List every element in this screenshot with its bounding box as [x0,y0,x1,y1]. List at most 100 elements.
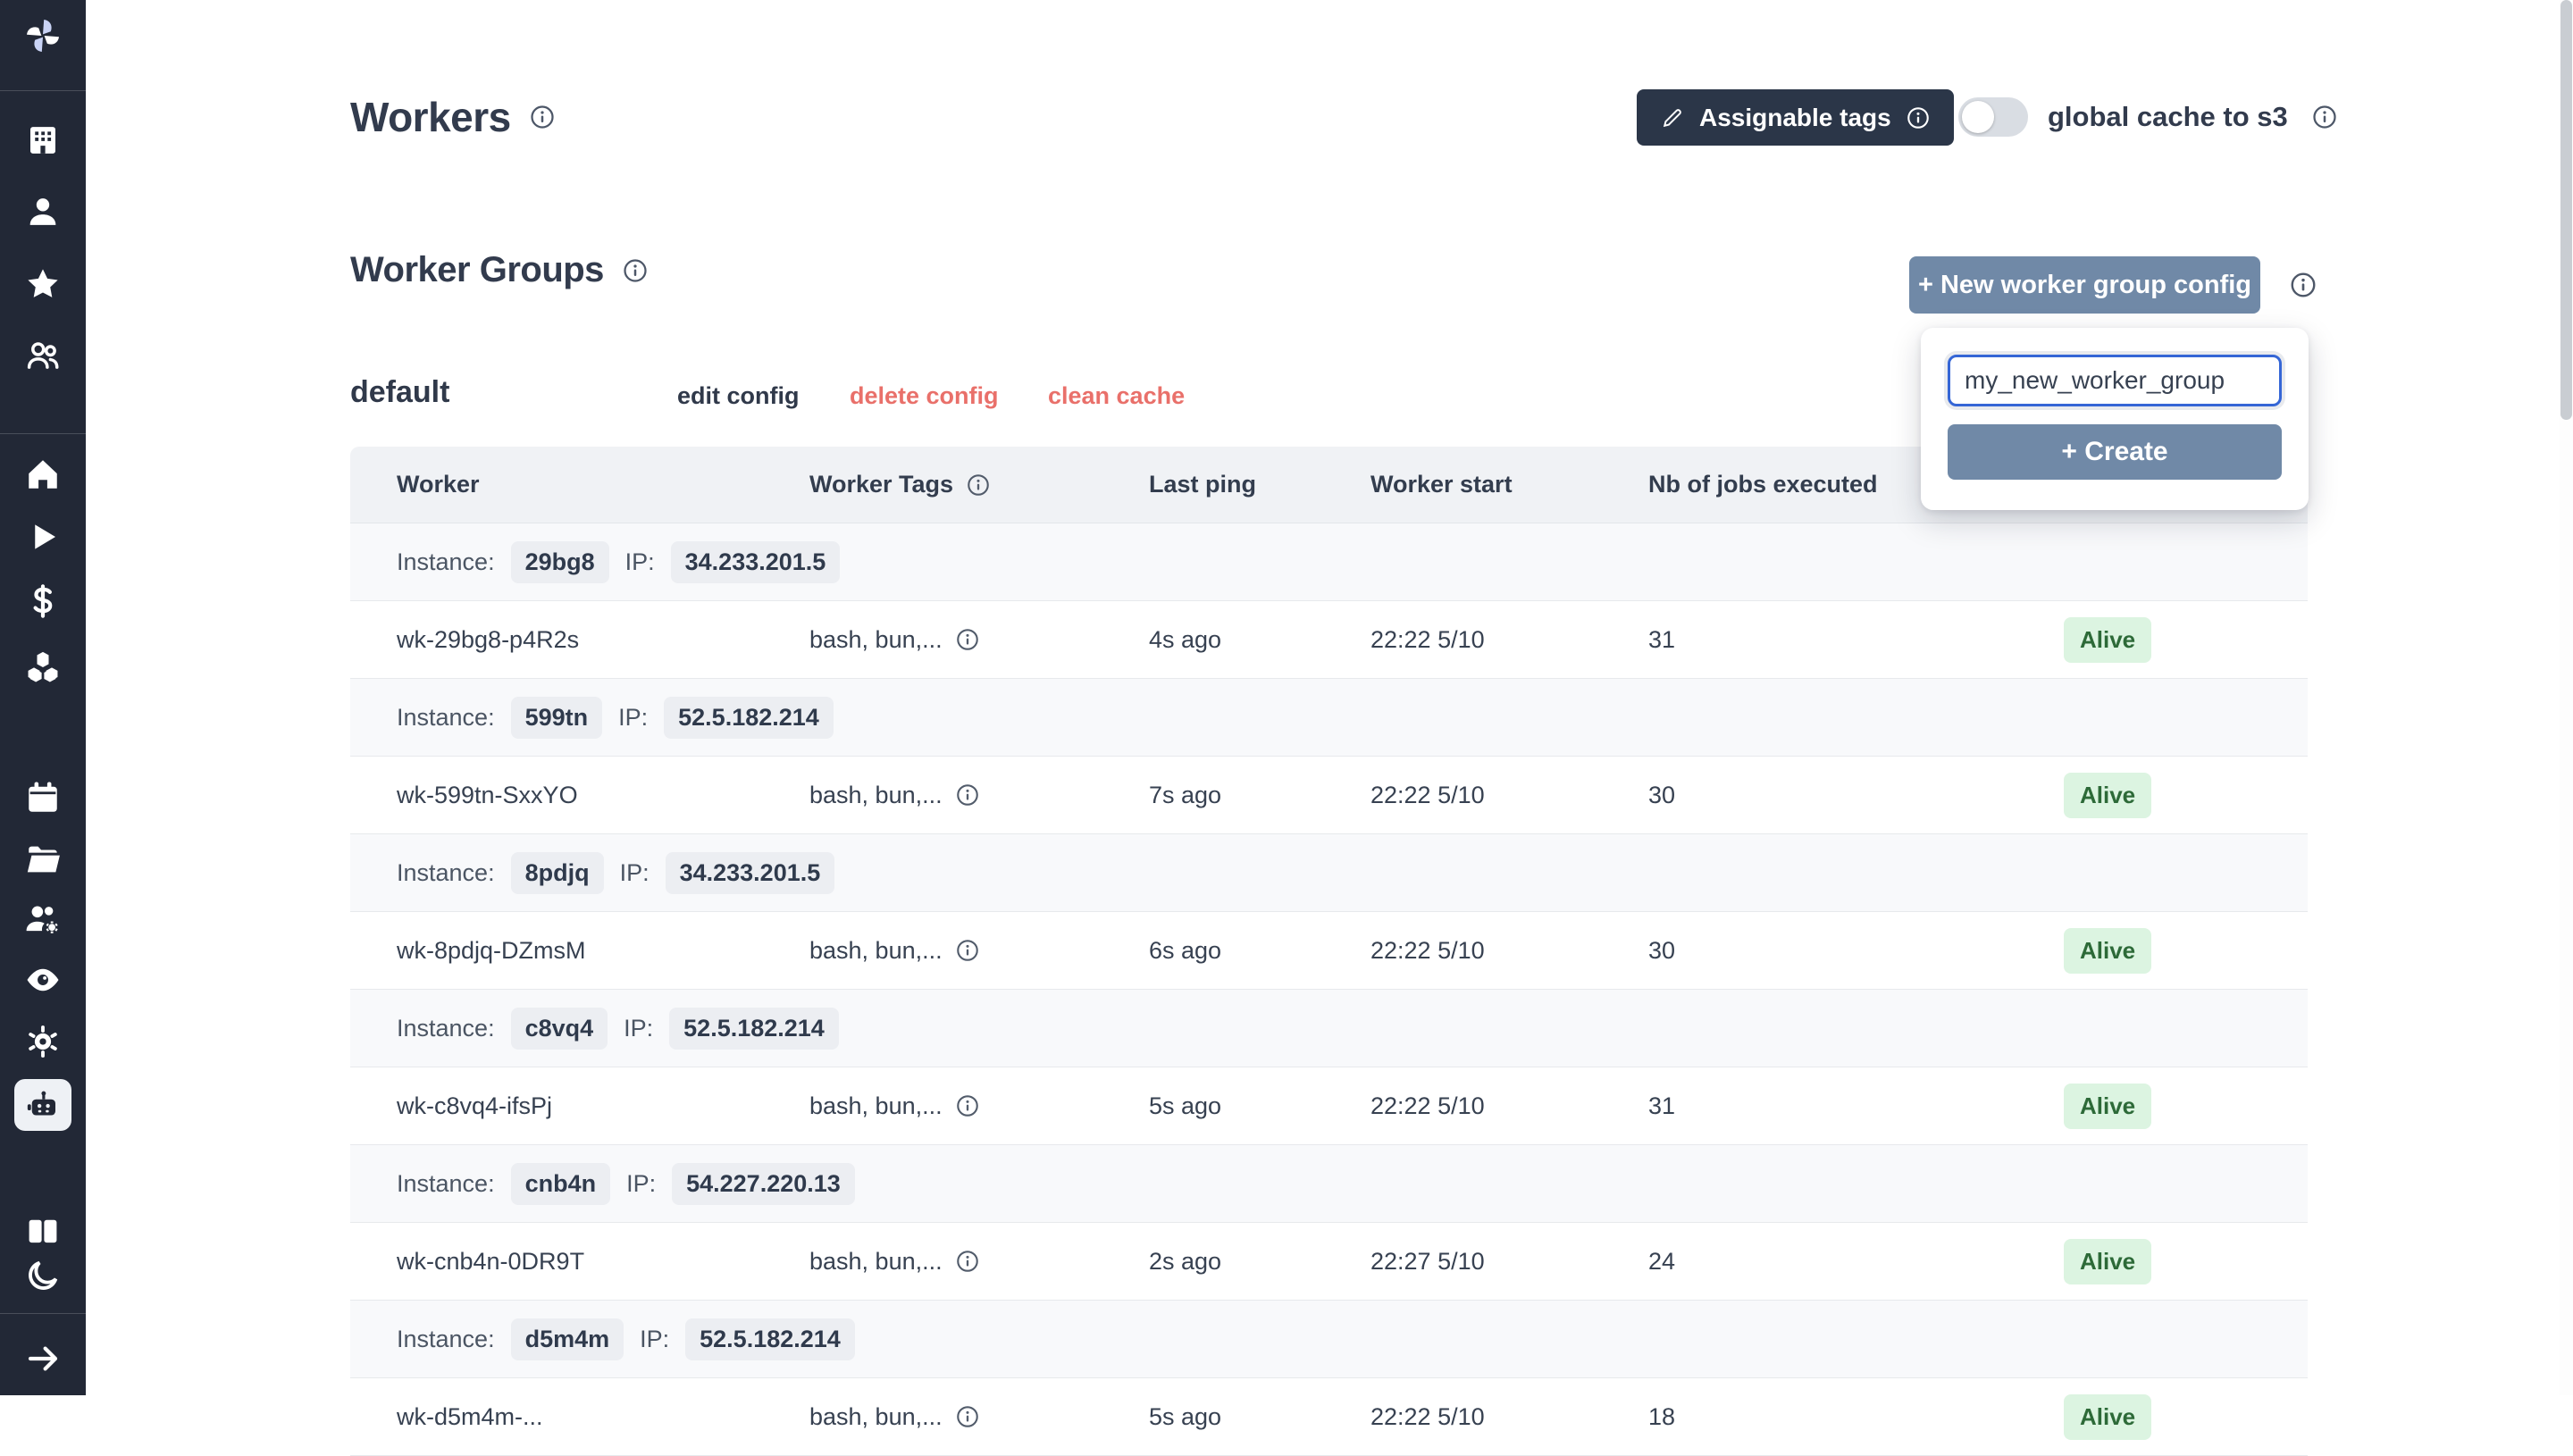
worker-tags-text: bash, bun,... [809,781,943,808]
eye-icon[interactable] [21,958,64,1001]
info-icon [1907,106,1929,129]
instance-label: Instance: [397,703,495,731]
robot-icon [27,1091,55,1116]
col-worker: Worker [397,471,480,498]
create-button[interactable]: + Create [1948,424,2282,480]
status-badge: Alive [2064,1083,2152,1129]
windmill-logo-icon[interactable] [21,14,64,57]
worker-tags: bash, bun,... [809,601,980,678]
assignable-tags-button[interactable]: Assignable tags [1637,89,1954,146]
info-icon[interactable] [955,1249,980,1274]
star-icon[interactable] [21,263,64,305]
sidebar-item-workers-active[interactable] [14,1079,71,1131]
instance-ip-pill: 52.5.182.214 [685,1318,855,1360]
info-icon[interactable] [622,257,649,284]
instance-label: Instance: [397,1325,495,1352]
worker-row: wk-8pdjq-DZmsM bash, bun,... 6s ago 22:2… [350,912,2308,990]
info-icon[interactable] [955,627,980,652]
worker-start: 22:27 5/10 [1370,1247,1485,1275]
folder-open-icon[interactable] [21,838,64,881]
instance-ip-pill: 34.233.201.5 [670,540,841,583]
worker-jobs: 31 [1648,1092,1676,1119]
ip-label: IP: [624,1014,654,1042]
users-icon[interactable] [21,334,64,377]
arrow-right-icon[interactable] [21,1337,64,1380]
main-content: Workers Assignable tags global cache to … [86,0,2573,1456]
instance-id-pill: cnb4n [510,1162,611,1205]
worker-last-ping: 2s ago [1149,1247,1222,1275]
play-icon[interactable] [21,515,64,558]
worker-last-ping: 5s ago [1149,1092,1222,1119]
worker-jobs: 31 [1648,625,1676,653]
worker-tags: bash, bun,... [809,1223,980,1300]
worker-start: 22:22 5/10 [1370,936,1485,964]
info-icon[interactable] [2289,271,2317,299]
status-badge: Alive [2064,772,2152,818]
info-icon[interactable] [955,1093,980,1118]
scrollbar-thumb[interactable] [2560,0,2572,420]
worker-name: wk-8pdjq-DZmsM [397,936,586,964]
worker-jobs: 30 [1648,781,1676,808]
worker-row: wk-29bg8-p4R2s bash, bun,... 4s ago 22:2… [350,601,2308,679]
new-worker-group-config-button[interactable]: + New worker group config [1909,256,2260,314]
col-jobs-executed: Nb of jobs executed [1648,471,1878,498]
ip-label: IP: [626,1169,657,1197]
worker-last-ping: 4s ago [1149,625,1222,653]
instance-id-pill: c8vq4 [510,1007,608,1050]
user-icon[interactable] [21,190,64,233]
info-icon[interactable] [955,1404,980,1429]
worker-start: 22:22 5/10 [1370,625,1485,653]
instance-id-pill: 29bg8 [510,540,609,583]
instance-row: Instance: d5m4m IP: 52.5.182.214 [350,1301,2308,1378]
home-icon[interactable] [21,453,64,496]
calendar-icon[interactable] [21,776,64,819]
moon-icon[interactable] [21,1254,64,1297]
info-icon[interactable] [529,104,556,130]
instance-ip-pill: 54.227.220.13 [672,1162,855,1205]
col-worker-start: Worker start [1370,471,1513,498]
clean-cache-button[interactable]: clean cache [1048,382,1186,409]
book-columns-icon[interactable] [21,1209,64,1252]
worker-jobs: 24 [1648,1247,1676,1275]
instance-id-pill: 599tn [510,696,603,739]
worker-row: wk-599tn-SxxYO bash, bun,... 7s ago 22:2… [350,757,2308,834]
worker-tags: bash, bun,... [809,912,980,989]
global-cache-label: global cache to s3 [2048,101,2288,132]
instance-id-pill: d5m4m [510,1318,624,1360]
worker-group-name: default [350,375,450,409]
instance-label: Instance: [397,1169,495,1197]
info-icon[interactable] [2311,104,2338,130]
worker-group-name-input[interactable] [1948,355,2282,406]
info-icon[interactable] [966,473,991,498]
worker-start: 22:22 5/10 [1370,781,1485,808]
status-badge: Alive [2064,616,2152,663]
page-scrollbar[interactable] [2560,0,2573,1395]
global-cache-toggle[interactable] [1958,97,2028,137]
worker-name: wk-cnb4n-0DR9T [397,1247,585,1275]
gear-icon[interactable] [21,1020,64,1063]
users-gear-icon[interactable] [21,898,64,941]
worker-last-ping: 7s ago [1149,781,1222,808]
instance-row: Instance: 8pdjq IP: 34.233.201.5 [350,834,2308,912]
ip-label: IP: [619,858,650,886]
edit-config-button[interactable]: edit config [677,382,800,409]
instance-row: Instance: cnb4n IP: 54.227.220.13 [350,1145,2308,1223]
assignable-tags-label: Assignable tags [1699,103,1891,131]
delete-config-button[interactable]: delete config [850,382,999,409]
page-title: Workers [350,94,511,140]
instance-id-pill: 8pdjq [510,851,604,894]
sidebar [0,0,86,1395]
worker-groups-heading: Worker Groups [350,250,604,289]
instance-ip-pill: 34.233.201.5 [665,851,835,894]
worker-start: 22:22 5/10 [1370,1092,1485,1119]
worker-tags-text: bash, bun,... [809,1092,943,1119]
instance-row: Instance: c8vq4 IP: 52.5.182.214 [350,990,2308,1067]
col-last-ping: Last ping [1149,471,1256,498]
boxes-icon[interactable] [21,646,64,689]
col-worker-tags: Worker Tags [809,447,991,523]
building-icon[interactable] [21,119,64,162]
instance-label: Instance: [397,1014,495,1042]
dollar-icon[interactable] [21,580,64,623]
info-icon[interactable] [955,938,980,963]
info-icon[interactable] [955,782,980,807]
